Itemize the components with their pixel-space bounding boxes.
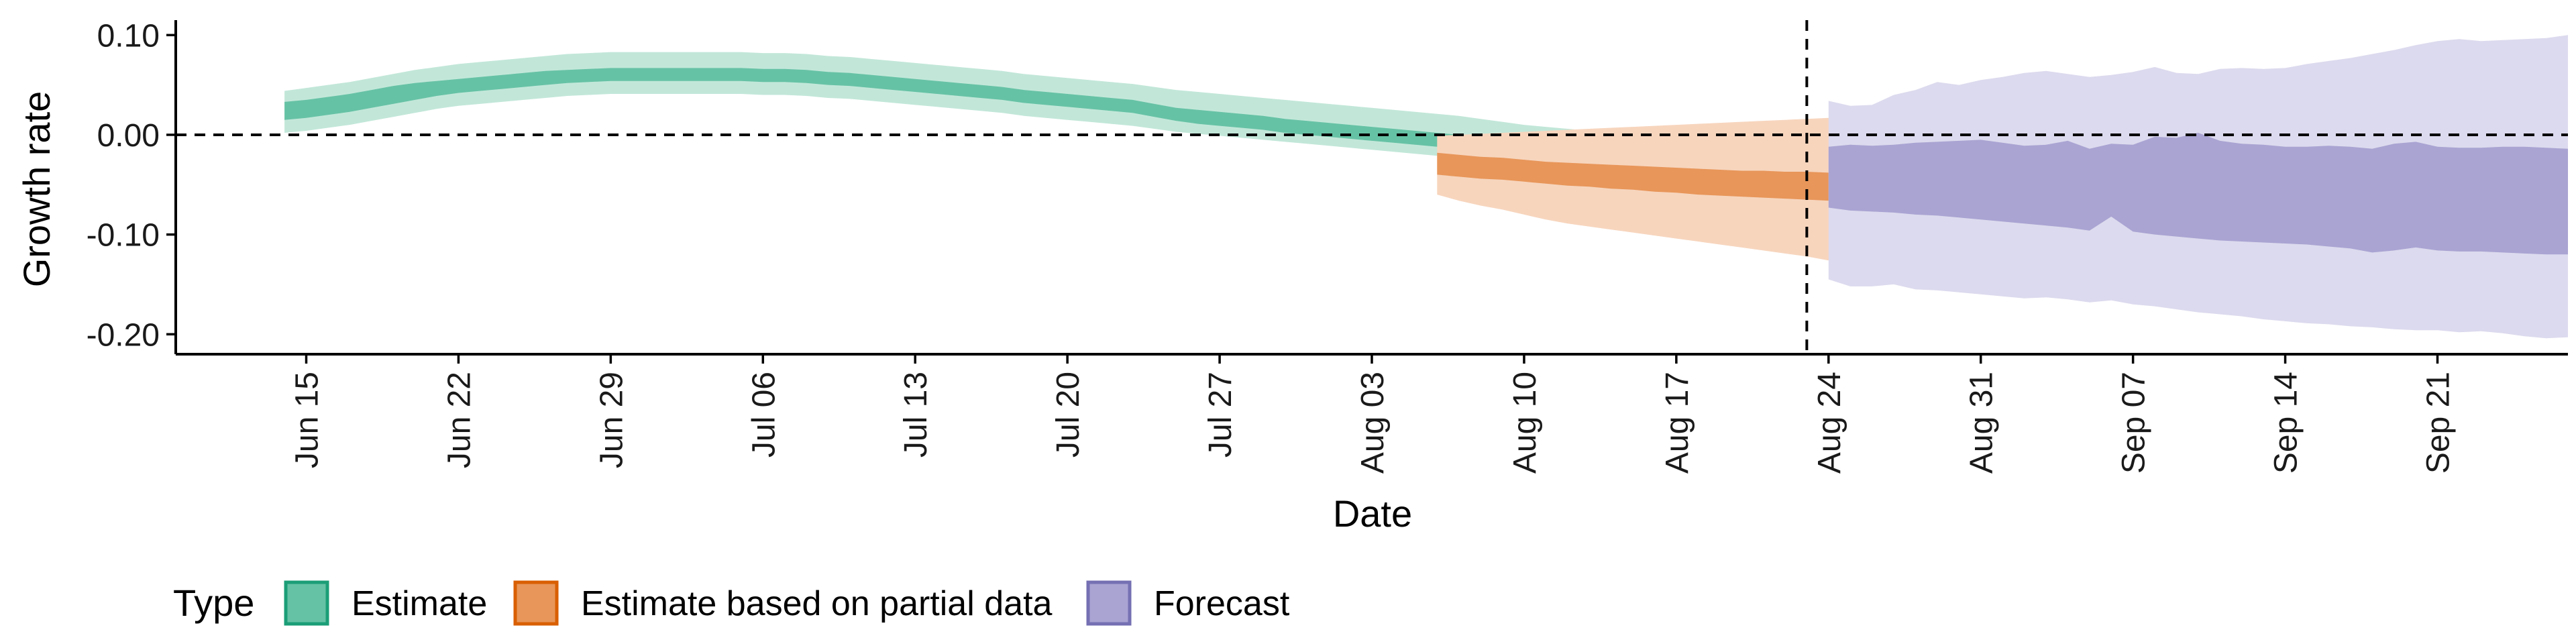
reference-lines [176, 20, 2568, 354]
x-tick-label: Jul 27 [1203, 372, 1238, 458]
band-50-forecast [1828, 133, 2568, 255]
x-tick-label: Aug 17 [1660, 372, 1695, 474]
x-tick-label: Sep 14 [2269, 372, 2304, 474]
legend: Type Estimate Estimate based on partial d… [173, 580, 1290, 626]
legend-label-forecast: Forecast [1154, 584, 1290, 623]
legend-key-estimate [284, 580, 329, 626]
x-tick-label: Jun 29 [594, 372, 629, 468]
x-tick-label: Aug 24 [1812, 372, 1847, 474]
x-tick-label: Sep 07 [2116, 372, 2152, 474]
x-tick-label: Aug 31 [1964, 372, 2000, 474]
band-90-estimate [284, 52, 1655, 189]
x-tick-label: Aug 03 [1355, 372, 1391, 474]
x-tick-label: Jul 06 [746, 372, 782, 458]
y-tick-label: 0.00 [97, 118, 160, 154]
legend-key-estimate-based-on-partial-data [513, 580, 559, 626]
interval-bands [284, 35, 2568, 339]
legend-title: Type [173, 582, 254, 624]
x-tick-label: Jun 15 [290, 372, 325, 468]
x-tick-label: Jun 22 [441, 372, 477, 468]
y-tick-label: 0.10 [97, 18, 160, 54]
legend-key-forecast [1086, 580, 1132, 626]
x-tick-label: Sep 21 [2421, 372, 2457, 474]
x-tick-label: Jul 20 [1051, 372, 1086, 458]
y-axis-title: Growth rate [15, 91, 58, 288]
x-axis-title: Date [1333, 492, 1412, 535]
y-tick-label: -0.10 [87, 218, 160, 254]
band-50-estimate [284, 68, 1655, 171]
y-tick-label: -0.20 [87, 317, 160, 353]
legend-label-estimate-based-on-partial-data: Estimate based on partial data [581, 584, 1053, 623]
x-tick-label: Aug 10 [1507, 372, 1543, 474]
axes: 0.10 0.00 -0.10 -0.20 Jun 15 Jun 22 Jun 29 Jul … [87, 18, 2568, 474]
legend-label-estimate: Estimate [352, 584, 487, 623]
x-tick-label: Jul 13 [898, 372, 934, 458]
